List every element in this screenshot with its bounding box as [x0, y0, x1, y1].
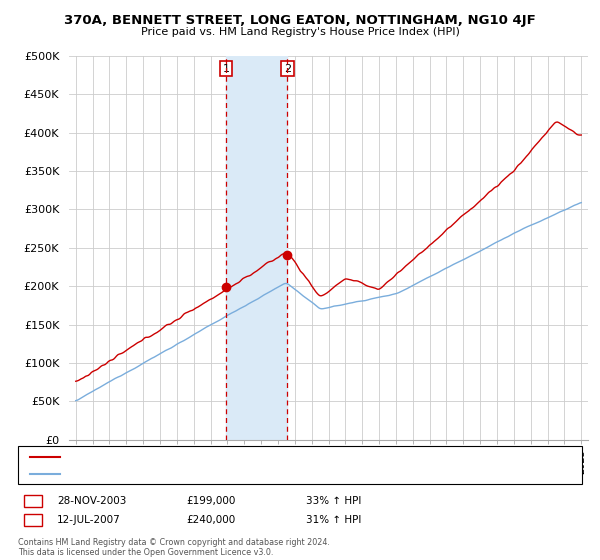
Bar: [226, 56, 287, 440]
Text: 370A, BENNETT STREET, LONG EATON, NOTTINGHAM, NG10 4JF (detached house): 370A, BENNETT STREET, LONG EATON, NOTTIN…: [66, 452, 453, 461]
Text: Price paid vs. HM Land Registry's House Price Index (HPI): Price paid vs. HM Land Registry's House …: [140, 27, 460, 37]
Text: 370A, BENNETT STREET, LONG EATON, NOTTINGHAM, NG10 4JF: 370A, BENNETT STREET, LONG EATON, NOTTIN…: [64, 14, 536, 27]
Text: 2: 2: [29, 515, 37, 525]
Text: 31% ↑ HPI: 31% ↑ HPI: [306, 515, 361, 525]
Text: £199,000: £199,000: [186, 496, 235, 506]
Text: 1: 1: [29, 496, 37, 506]
Text: 2: 2: [284, 64, 291, 74]
Text: 12-JUL-2007: 12-JUL-2007: [57, 515, 121, 525]
Text: 1: 1: [223, 64, 229, 74]
Text: £240,000: £240,000: [186, 515, 235, 525]
Text: HPI: Average price, detached house, Erewash: HPI: Average price, detached house, Erew…: [66, 469, 282, 478]
Text: 33% ↑ HPI: 33% ↑ HPI: [306, 496, 361, 506]
Text: 28-NOV-2003: 28-NOV-2003: [57, 496, 127, 506]
Text: Contains HM Land Registry data © Crown copyright and database right 2024.
This d: Contains HM Land Registry data © Crown c…: [18, 538, 330, 557]
